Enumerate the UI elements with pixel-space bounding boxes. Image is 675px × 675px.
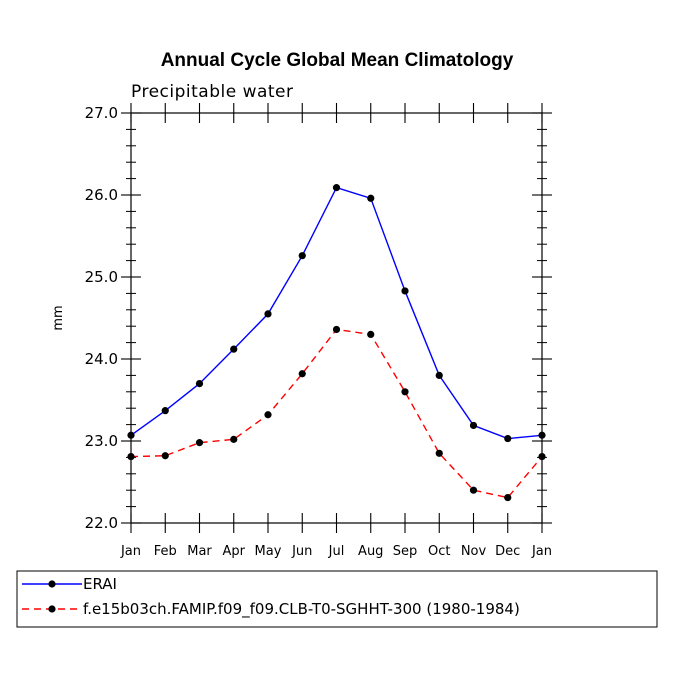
axis-ticks <box>121 103 552 533</box>
y-tick-label: 26.0 <box>85 186 118 204</box>
data-point <box>332 184 341 192</box>
data-point <box>230 435 238 443</box>
x-tick-label: Aug <box>358 544 383 559</box>
x-tick-label: Jul <box>328 544 345 559</box>
y-tick-labels: 22.0 23.0 24.0 25.0 26.0 27.0 <box>85 104 118 532</box>
x-tick-label: Jan <box>120 544 141 559</box>
data-point <box>469 486 478 494</box>
data-point <box>435 449 443 457</box>
data-point <box>538 431 546 439</box>
legend-label: f.e15b03ch.FAMIP.f09_f09.CLB-T0-SGHHT-30… <box>83 600 520 619</box>
data-point <box>264 310 272 318</box>
legend-swatch-marker <box>48 580 56 588</box>
data-point <box>195 439 204 447</box>
data-point <box>264 411 272 419</box>
y-tick-label: 22.0 <box>85 514 118 532</box>
data-point <box>367 330 375 338</box>
data-point <box>367 194 375 202</box>
data-point <box>435 371 443 379</box>
data-point <box>469 421 478 430</box>
x-tick-label: May <box>255 544 282 559</box>
legend-label: ERAI <box>83 575 117 593</box>
legend: ERAI f.e15b03ch.FAMIP.f09_f09.CLB-T0-SGHH… <box>16 570 658 628</box>
x-tick-label: Feb <box>154 544 177 559</box>
plot-frame <box>130 112 543 524</box>
y-tick-label: 25.0 <box>85 268 118 286</box>
series-2 <box>127 325 546 502</box>
x-tick-labels: Jan Feb Mar Apr May Jun Jul Aug Sep Oct Nov Dec Jan <box>120 544 552 559</box>
x-tick-label: Jan <box>531 544 552 559</box>
x-tick-label: Dec <box>495 544 520 559</box>
x-tick-label: Apr <box>223 544 246 559</box>
legend-items: ERAI f.e15b03ch.FAMIP.f09_f09.CLB-T0-SGHH… <box>22 575 520 619</box>
y-tick-label: 23.0 <box>85 432 118 450</box>
chart-subtitle: Precipitable water <box>131 82 294 102</box>
legend-item: ERAI <box>22 575 117 593</box>
x-tick-label: Jun <box>291 544 312 559</box>
y-tick-label: 27.0 <box>85 104 118 122</box>
data-point <box>298 370 306 378</box>
chart-title: Annual Cycle Global Mean Climatology <box>161 50 514 71</box>
x-tick-label: Mar <box>187 544 212 559</box>
series-layer <box>127 184 546 502</box>
legend-box <box>16 570 658 628</box>
data-point <box>504 434 512 443</box>
data-point <box>127 431 135 439</box>
y-axis-label: mm <box>51 305 66 330</box>
series-1 <box>127 184 546 443</box>
data-point <box>298 252 306 260</box>
series-line <box>130 328 543 499</box>
data-point <box>401 287 409 295</box>
data-point <box>230 345 238 353</box>
legend-item: f.e15b03ch.FAMIP.f09_f09.CLB-T0-SGHHT-30… <box>22 600 520 619</box>
x-tick-label: Sep <box>393 544 418 559</box>
x-tick-label: Oct <box>428 544 450 559</box>
data-point <box>332 325 341 334</box>
x-tick-label: Nov <box>461 544 487 559</box>
data-point <box>504 493 512 502</box>
data-point <box>127 452 135 461</box>
series-line <box>130 186 543 440</box>
data-point <box>195 380 204 388</box>
data-point <box>161 452 169 460</box>
data-point <box>161 407 169 415</box>
data-point <box>401 388 409 396</box>
data-point <box>538 452 546 461</box>
y-tick-label: 24.0 <box>85 350 118 368</box>
legend-swatch-marker <box>48 605 56 613</box>
